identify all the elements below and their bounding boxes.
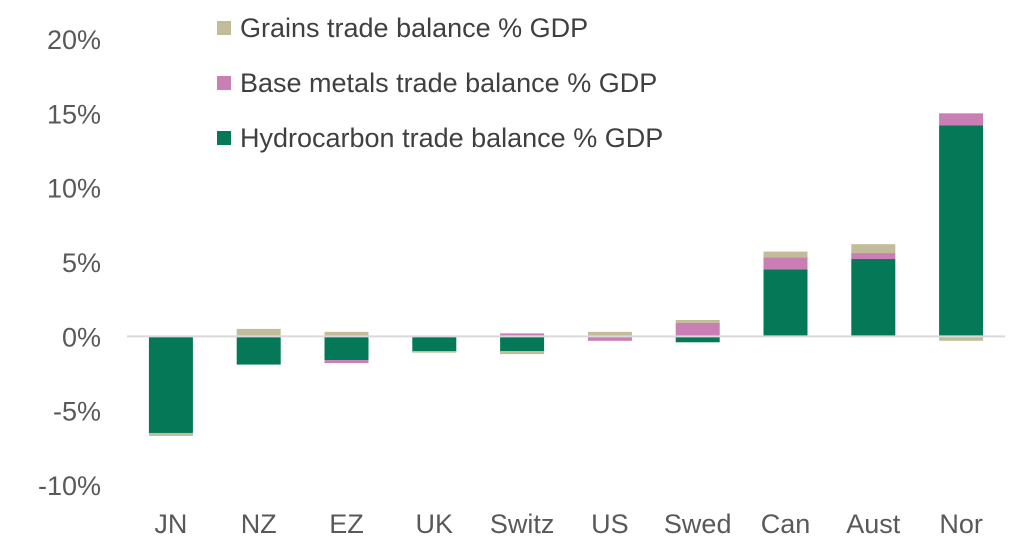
bar-segment xyxy=(851,244,896,254)
bar-segment xyxy=(939,113,984,126)
legend-swatch xyxy=(217,21,231,35)
y-tick-label: 15% xyxy=(47,99,101,129)
y-tick-label: 5% xyxy=(62,248,101,278)
bar-segment xyxy=(675,319,720,323)
bar-series-group xyxy=(148,113,984,436)
bar-segment xyxy=(500,336,545,352)
y-tick-label: -5% xyxy=(53,397,101,427)
bar-segment xyxy=(675,336,720,343)
bar-segment xyxy=(675,322,720,337)
legend: Grains trade balance % GDP Base metals tr… xyxy=(217,13,663,153)
bar-segment xyxy=(851,253,896,260)
legend-label: Grains trade balance % GDP xyxy=(240,13,588,43)
bar-segment xyxy=(324,331,369,337)
x-tick-label: EZ xyxy=(329,509,364,539)
x-tick-label: US xyxy=(591,509,629,539)
bar-segment xyxy=(587,336,632,341)
bar-segment xyxy=(236,328,281,337)
bar-segment xyxy=(324,360,369,364)
bar-segment xyxy=(763,269,808,337)
bar-segment xyxy=(412,336,457,352)
bar-segment xyxy=(412,351,457,353)
bar-segment xyxy=(324,336,369,361)
x-tick-label: Nor xyxy=(939,509,983,539)
bar-segment xyxy=(763,257,808,270)
bar-segment xyxy=(587,331,632,337)
y-axis: -10% -5% 0% 5% 10% 15% 20% xyxy=(38,25,101,501)
legend-label: Hydrocarbon trade balance % GDP xyxy=(240,123,663,153)
bar-segment xyxy=(500,351,545,355)
x-axis: JN NZ EZ UK Switz US Swed Can Aust Nor xyxy=(154,509,982,539)
x-tick-label: Swed xyxy=(664,509,732,539)
legend-swatch xyxy=(217,76,231,90)
x-tick-label: JN xyxy=(154,509,187,539)
legend-label: Base metals trade balance % GDP xyxy=(240,68,657,98)
y-tick-label: 0% xyxy=(62,322,101,352)
x-tick-label: UK xyxy=(416,509,454,539)
x-tick-label: NZ xyxy=(241,509,277,539)
bar-segment xyxy=(939,336,984,341)
legend-swatch xyxy=(217,131,231,145)
bar-segment xyxy=(148,336,193,433)
bar-segment xyxy=(763,251,808,258)
y-tick-label: 20% xyxy=(47,25,101,55)
x-tick-label: Aust xyxy=(846,509,901,539)
bar-segment xyxy=(236,336,281,365)
bar-segment xyxy=(851,259,896,337)
bar-segment xyxy=(939,125,984,337)
y-tick-label: -10% xyxy=(38,471,101,501)
x-tick-label: Can xyxy=(761,509,811,539)
x-tick-label: Switz xyxy=(490,509,555,539)
y-tick-label: 10% xyxy=(47,174,101,204)
bar-segment xyxy=(500,333,545,337)
bar-segment xyxy=(148,432,193,436)
